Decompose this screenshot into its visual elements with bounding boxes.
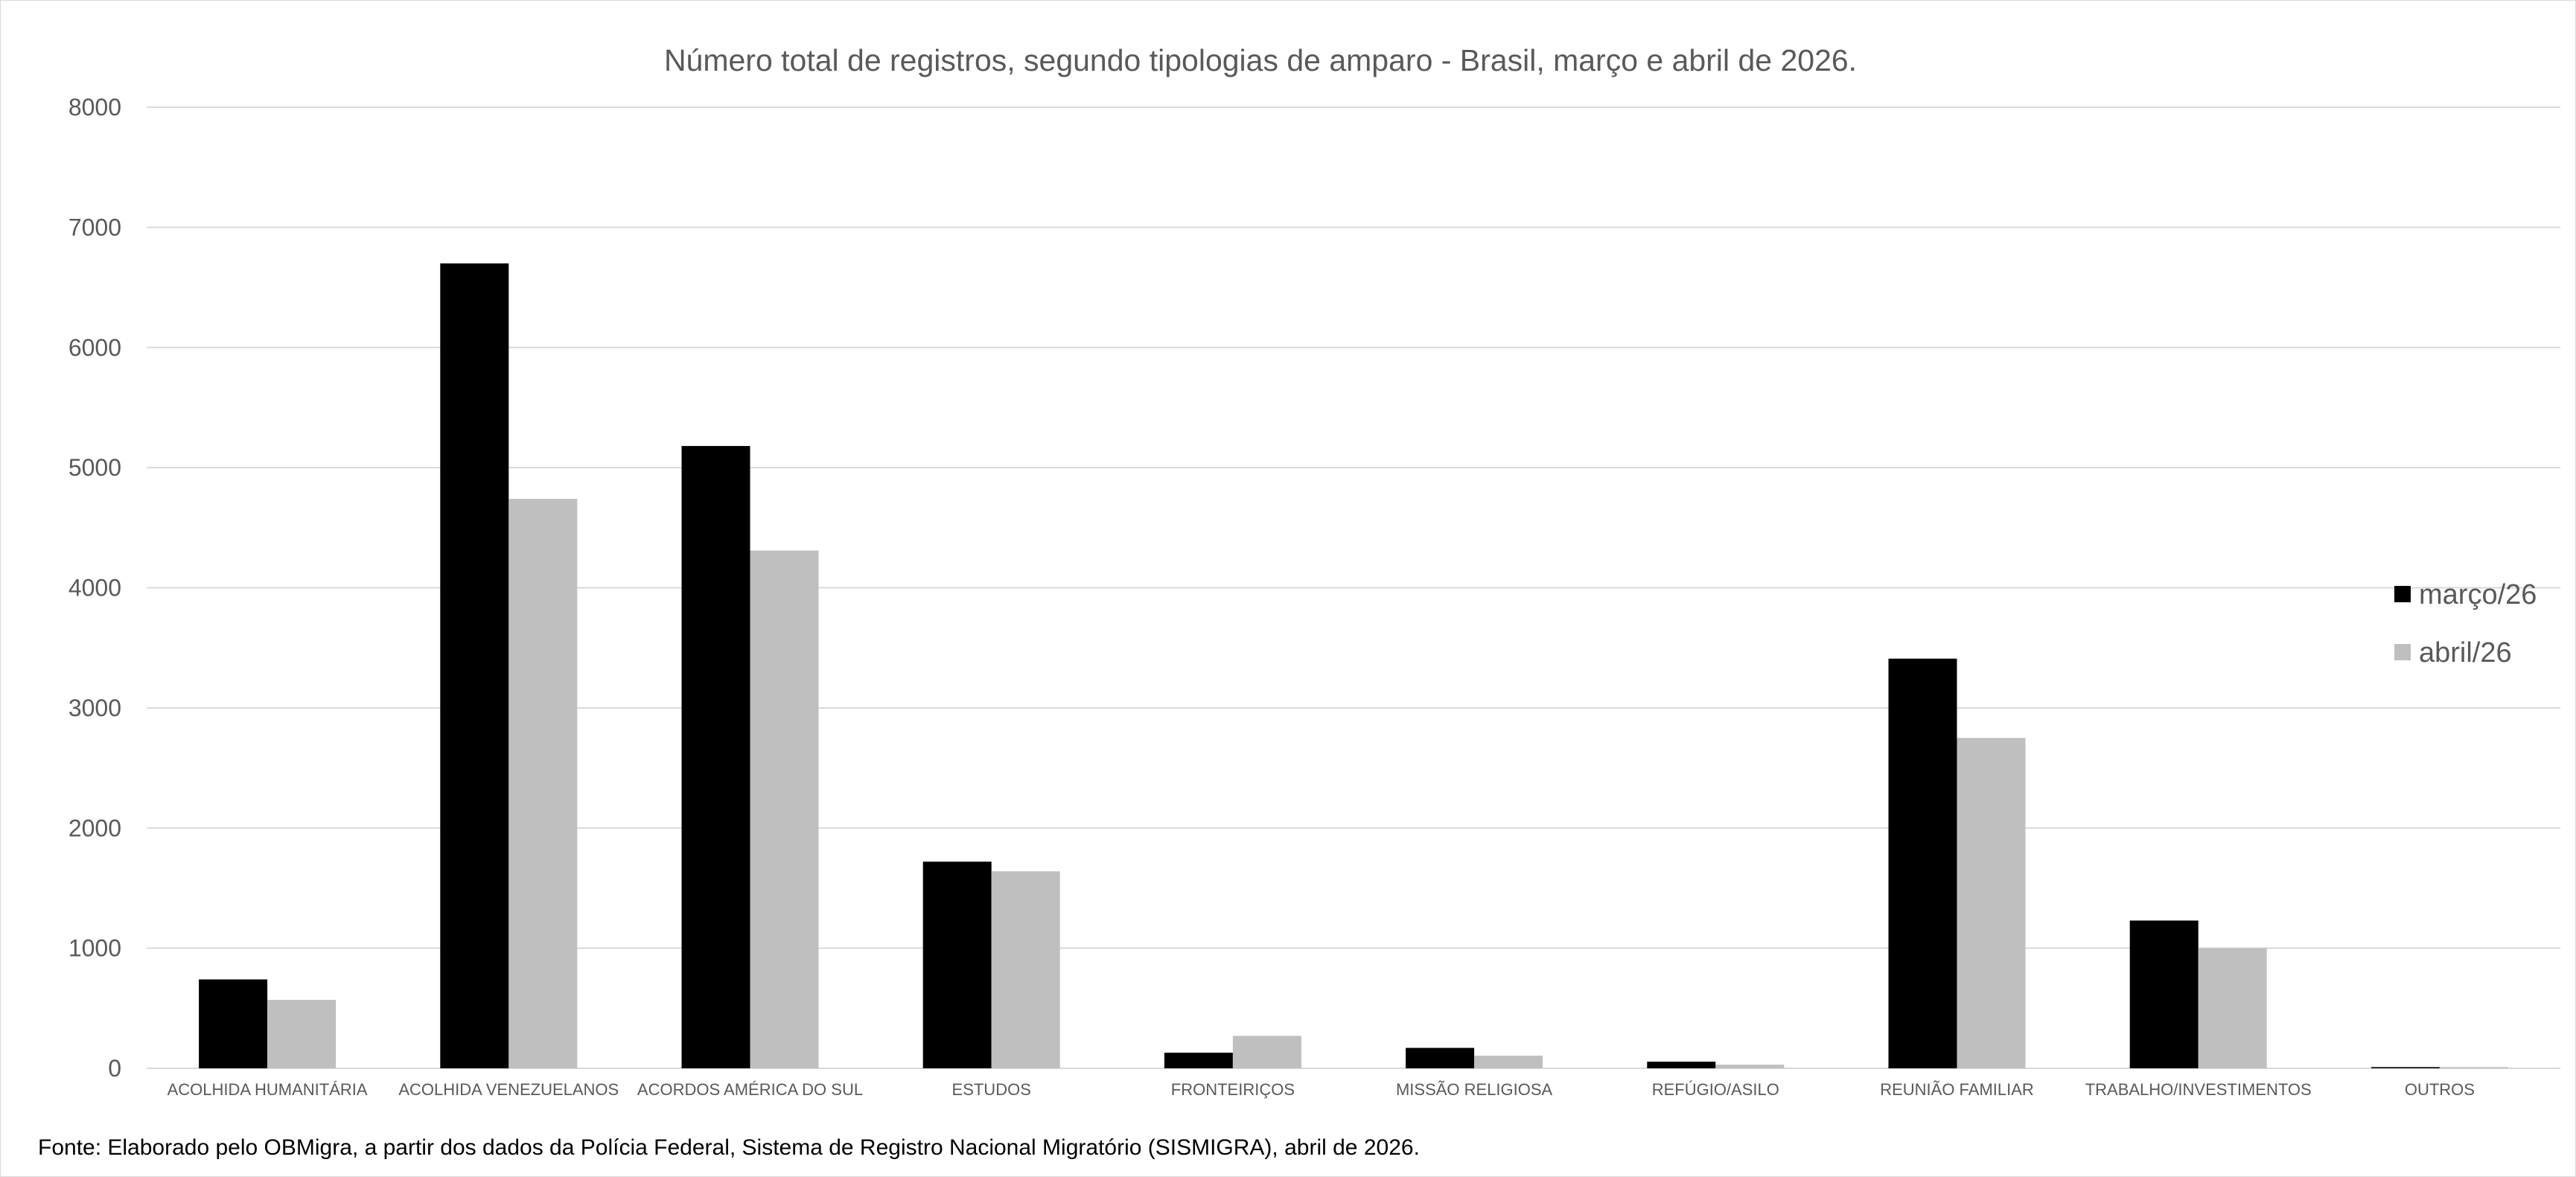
y-axis-ticks: 0 1000 2000 3000 4000 5000 6000 7000 8000 [68, 94, 121, 1082]
bar [1474, 1056, 1543, 1068]
bar [1164, 1053, 1233, 1068]
bar [1715, 1065, 1785, 1068]
x-tick-label: FRONTEIRIÇOS [1171, 1080, 1295, 1099]
y-tick-label: 7000 [68, 214, 121, 240]
y-tick-label: 6000 [68, 334, 121, 361]
bar [1406, 1047, 1475, 1068]
x-tick-label: REUNIÃO FAMILIAR [1880, 1080, 2034, 1099]
bar [991, 871, 1060, 1068]
bar [2129, 920, 2199, 1068]
y-tick-label: 8000 [68, 94, 121, 121]
x-axis-ticks: ACOLHIDA HUMANITÁRIA ACOLHIDA VENEZUELANO… [168, 1080, 2475, 1099]
bar [2371, 1067, 2440, 1068]
bar [750, 550, 819, 1068]
bar [267, 1000, 337, 1068]
bar [199, 979, 268, 1068]
x-tick-label: ACOLHIDA VENEZUELANOS [398, 1080, 619, 1099]
x-tick-label: TRABALHO/INVESTIMENTOS [2085, 1080, 2312, 1099]
bar [508, 499, 578, 1068]
legend: março/26 abril/26 [2394, 579, 2537, 669]
y-tick-label: 5000 [68, 454, 121, 481]
x-tick-label: OUTROS [2405, 1080, 2475, 1099]
x-tick-label: MISSÃO RELIGIOSA [1396, 1080, 1553, 1099]
x-tick-label: REFÚGIO/ASILO [1652, 1080, 1779, 1099]
bar [2439, 1067, 2508, 1068]
bar [922, 861, 992, 1068]
legend-swatch-marco [2394, 586, 2411, 602]
x-tick-label: ESTUDOS [952, 1080, 1031, 1099]
source-note: Fonte: Elaborado pelo OBMigra, a partir … [38, 1135, 1420, 1160]
legend-label-abril: abril/26 [2419, 637, 2512, 669]
x-tick-label: ACOLHIDA HUMANITÁRIA [168, 1080, 368, 1099]
bar [2198, 948, 2267, 1068]
bar [1957, 738, 2026, 1068]
legend-swatch-abril [2394, 644, 2411, 660]
legend-label-marco: março/26 [2419, 579, 2537, 610]
y-tick-label: 0 [108, 1055, 121, 1082]
y-tick-label: 4000 [68, 575, 121, 602]
bar [1232, 1036, 1301, 1068]
bar [1647, 1062, 1716, 1068]
y-tick-label: 3000 [68, 695, 121, 721]
bar [1888, 658, 1957, 1068]
bars [199, 263, 2508, 1069]
y-tick-label: 2000 [68, 814, 121, 841]
bar [681, 446, 750, 1068]
x-tick-label: ACORDOS AMÉRICA DO SUL [637, 1080, 863, 1099]
chart-title: Número total de registros, segundo tipol… [664, 43, 1857, 77]
y-tick-label: 1000 [68, 935, 121, 962]
bar [440, 263, 509, 1069]
